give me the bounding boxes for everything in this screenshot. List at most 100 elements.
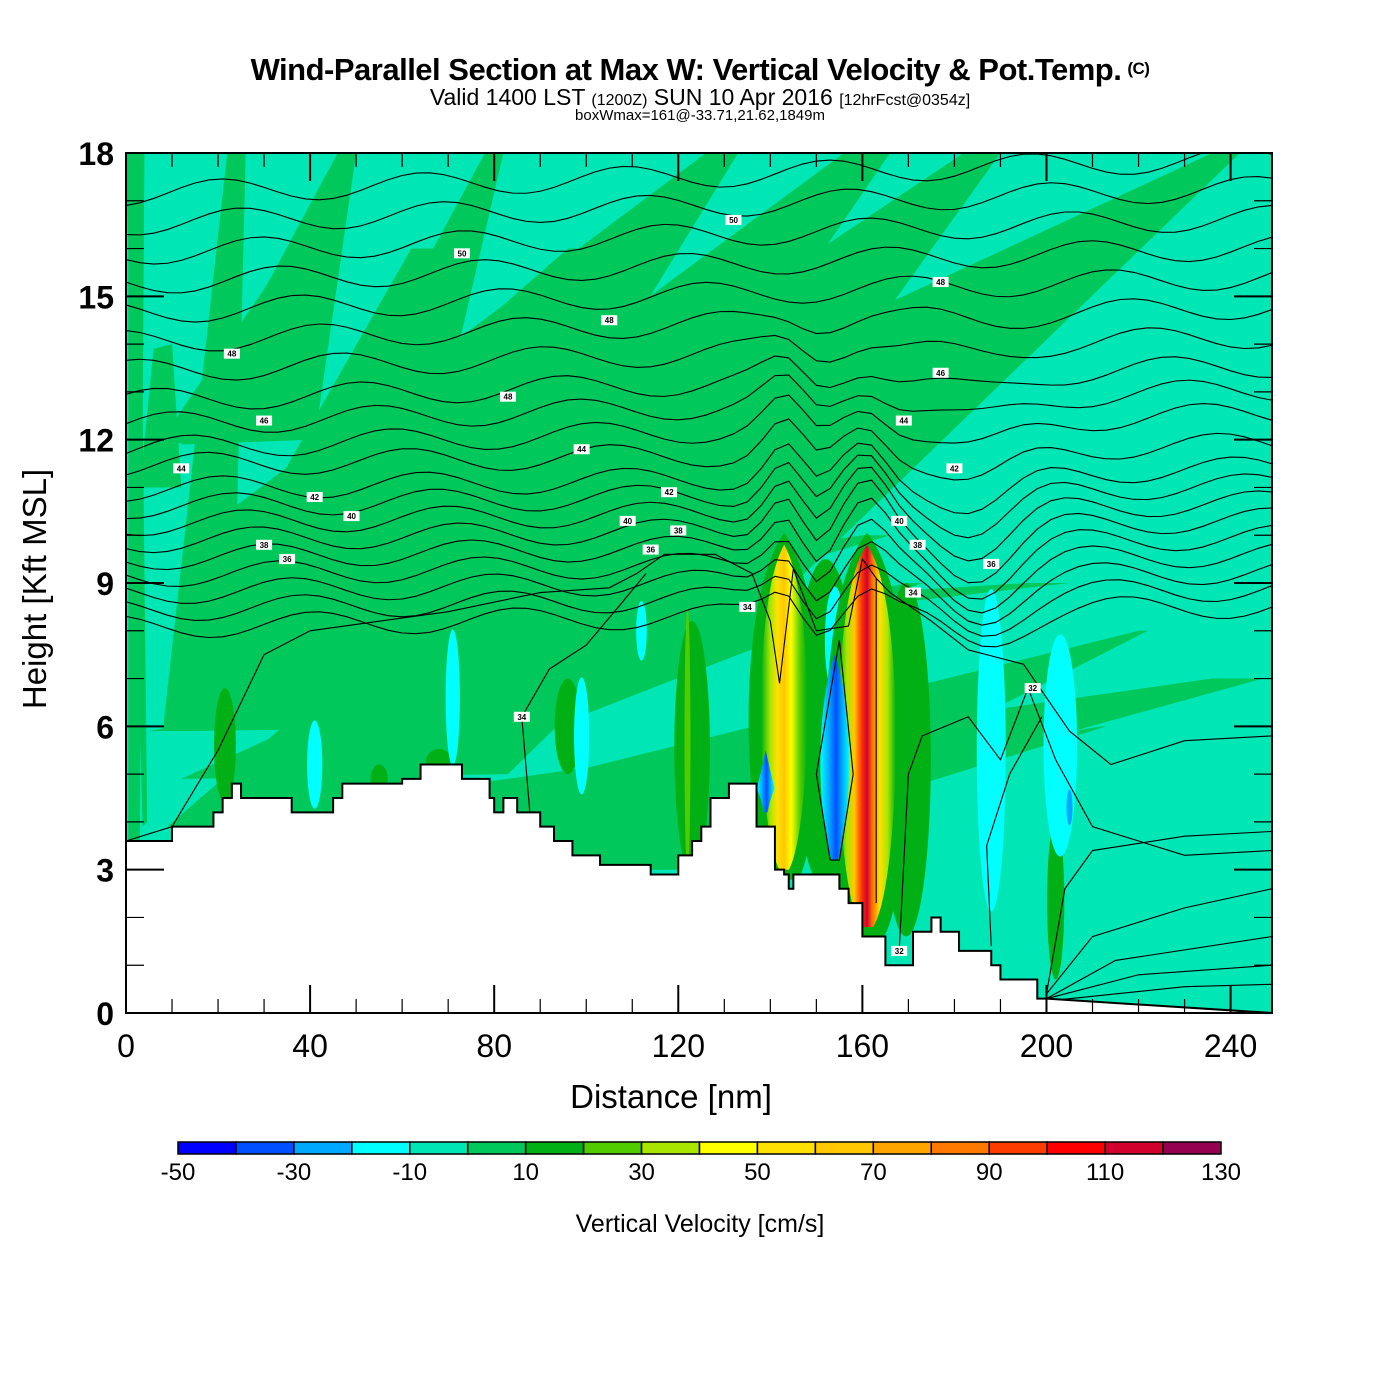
colorbar-swatch <box>177 1141 237 1155</box>
theta-contour-line <box>126 298 1272 352</box>
contour-label-text: 32 <box>1028 684 1037 693</box>
contour-label: 32 <box>1024 683 1041 694</box>
contour-label-text: 38 <box>913 541 922 550</box>
x-tick-label: 40 <box>292 1028 328 1064</box>
contour-label-bg <box>601 315 618 326</box>
field-band-minus20-minus10 <box>574 677 590 795</box>
colorbar-swatch <box>1046 1141 1106 1155</box>
contour-label: 48 <box>932 277 949 287</box>
theta-contour-line <box>898 686 1272 951</box>
colorbar-swatch <box>930 1141 990 1155</box>
contour-label-text: 50 <box>729 216 738 225</box>
x-tick-label: 0 <box>117 1028 135 1064</box>
contour-label-text: 48 <box>227 350 236 359</box>
contour-label-bg <box>725 214 742 225</box>
contour-label: 42 <box>661 487 678 498</box>
theta-contour-line <box>126 454 1272 539</box>
terrain <box>126 763 1273 1014</box>
downdraft-core <box>757 750 775 813</box>
contour-label-text: 48 <box>936 278 945 287</box>
field-band-10-20 <box>1047 821 1065 980</box>
theta-contour-line <box>126 374 1272 433</box>
theta-contour-line <box>126 466 1272 562</box>
contour-label: 40 <box>343 511 360 522</box>
colorbar-tick-label: -10 <box>392 1159 427 1186</box>
field-band-20-30 <box>684 606 691 875</box>
y-tick-label: 15 <box>78 279 114 315</box>
contour-label-bg <box>891 515 908 526</box>
contour-label: 48 <box>601 315 618 326</box>
contour-label-bg <box>895 415 912 426</box>
theta-contour-line <box>126 269 1272 323</box>
theta-contour-line <box>126 588 1272 648</box>
colorbar-swatch <box>293 1141 353 1155</box>
theta-contour-line <box>126 564 1272 637</box>
contour-label-bg <box>173 463 190 474</box>
theta-contour-line <box>126 327 1272 381</box>
colorbar-swatch <box>466 1141 527 1155</box>
colorbar-swatch <box>640 1141 701 1155</box>
contour-label-bg <box>279 554 296 565</box>
contour-label: 46 <box>932 367 949 378</box>
chart-title-text: Wind-Parallel Section at Max W: Vertical… <box>250 52 1122 87</box>
valid-time-line: Valid 1400 LST (1200Z) SUN 10 Apr 2016 [… <box>0 84 1400 111</box>
theta-contour-line <box>126 497 1272 600</box>
y-tick-label: 12 <box>78 423 114 459</box>
colorbar-tick-label: 10 <box>512 1159 539 1186</box>
contour-label: 38 <box>909 539 926 550</box>
theta-contour-line <box>1046 964 1272 1000</box>
valid-zulu: (1200Z) <box>591 92 648 109</box>
contour-label-text: 38 <box>260 541 269 550</box>
field-band-10-20 <box>214 688 236 803</box>
contour-label: 44 <box>173 463 190 474</box>
contour-label-bg <box>909 539 926 550</box>
contour-label: 36 <box>983 558 1000 569</box>
y-tick-label: 3 <box>96 853 114 889</box>
colorbar-swatch <box>756 1141 817 1155</box>
contour-label-bg <box>670 525 687 536</box>
theta-contour-line <box>126 394 1272 457</box>
theta-contours <box>126 153 1272 1002</box>
contour-label-text: 50 <box>458 249 467 258</box>
colorbar-swatch <box>235 1141 295 1155</box>
colorbar: -50 -30 -10 10 30 50 70 90 110 130 Vertical Veloci… <box>161 1141 1241 1238</box>
contour-label-bg <box>932 367 949 378</box>
field-band-10-20 <box>674 621 710 875</box>
colorbar-swatch <box>409 1141 469 1155</box>
theta-contour-line <box>815 640 854 861</box>
x-tick-label: 120 <box>652 1028 705 1064</box>
contour-label-text: 44 <box>899 417 908 426</box>
theta-contour-line <box>126 418 1272 481</box>
contour-label: 50 <box>453 248 470 258</box>
theta-contour-line <box>126 204 1272 265</box>
y-tick-label: 9 <box>96 566 114 602</box>
theta-contour-line <box>126 175 1272 236</box>
colorbar-title: Vertical Velocity [cm/s] <box>576 1210 825 1238</box>
contour-label-bg <box>573 444 590 455</box>
contour-label-text: 40 <box>347 512 356 521</box>
contour-labels: 50 50 48 48 48 48 46 46 44 44 44 42 42 42 40 40 40 38 38 38… <box>173 214 1041 956</box>
contour-label: 48 <box>223 348 240 359</box>
x-tick-label: 200 <box>1020 1028 1073 1064</box>
contour-label-text: 46 <box>936 369 945 378</box>
contour-label-text: 36 <box>283 555 292 564</box>
contour-label-bg <box>256 415 273 426</box>
contour-label-bg <box>739 601 756 612</box>
contour-label-text: 46 <box>260 417 269 426</box>
contour-label: 40 <box>891 515 908 526</box>
contour-label-text: 42 <box>310 493 319 502</box>
contour-label: 38 <box>670 525 687 536</box>
contour-label: 34 <box>739 601 756 612</box>
theta-contour-line <box>521 573 647 827</box>
field-band-0-10 <box>190 153 891 636</box>
contour-label-text: 40 <box>623 517 632 526</box>
chart-title: Wind-Parallel Section at Max W: Vertical… <box>0 52 1400 88</box>
colorbar-tick-label: -50 <box>161 1159 196 1186</box>
contour-label-bg <box>500 391 516 402</box>
theta-contour-line <box>1045 830 1272 994</box>
contour-label-bg <box>619 515 636 526</box>
colorbar-tick-label: -30 <box>277 1159 312 1186</box>
contour-label-bg <box>932 277 949 287</box>
contour-label-bg <box>1024 683 1041 694</box>
contour-label: 36 <box>642 544 659 555</box>
